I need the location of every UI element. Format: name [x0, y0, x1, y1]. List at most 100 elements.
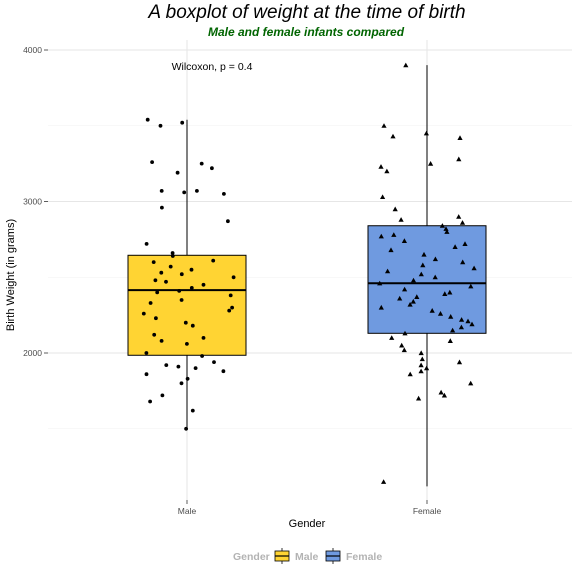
data-point-male	[152, 332, 157, 337]
y-tick-label: 2000	[23, 348, 42, 358]
data-point-male	[221, 369, 226, 374]
data-point-female	[432, 256, 438, 262]
data-point-female	[385, 268, 391, 274]
box-body	[367, 225, 487, 334]
data-point-female	[450, 327, 456, 333]
data-point-male	[176, 364, 181, 369]
data-point-female	[458, 324, 464, 330]
data-point-male	[195, 189, 199, 193]
data-point-female	[397, 295, 403, 301]
data-point-male	[160, 393, 165, 398]
data-point-male	[185, 376, 190, 381]
data-point-male	[189, 267, 194, 272]
data-point-female	[444, 229, 450, 234]
y-axis-title: Birth Weight (in grams)	[5, 219, 17, 331]
data-point-female	[448, 314, 454, 319]
data-points	[141, 62, 477, 484]
data-point-female	[428, 161, 434, 166]
data-point-female	[429, 308, 435, 313]
data-point-male	[180, 120, 185, 125]
data-point-female	[381, 123, 387, 128]
data-point-female	[457, 135, 463, 140]
data-point-male	[164, 363, 169, 367]
data-point-female	[389, 335, 395, 340]
data-point-male	[141, 311, 146, 316]
data-point-male	[175, 170, 180, 175]
legend-key-female	[325, 548, 341, 564]
data-point-female	[419, 356, 425, 362]
data-point-female	[442, 291, 448, 296]
data-point-female	[391, 232, 397, 237]
data-point-male	[210, 166, 214, 171]
data-point-male	[159, 270, 164, 275]
data-point-female	[403, 62, 409, 68]
data-point-female	[420, 262, 426, 268]
data-point-male	[201, 336, 206, 340]
data-point-female	[380, 194, 386, 199]
data-point-male	[230, 305, 235, 310]
data-point-female	[421, 251, 427, 257]
wilcoxon-annotation: Wilcoxon, p = 0.4	[172, 61, 253, 73]
data-point-male	[190, 323, 195, 328]
data-point-male	[231, 275, 236, 280]
boxes	[127, 65, 487, 487]
data-point-female	[410, 298, 416, 304]
data-point-male	[158, 123, 163, 128]
data-point-male	[144, 372, 149, 377]
data-point-female	[378, 304, 384, 310]
data-point-female	[418, 368, 424, 374]
data-point-male	[155, 290, 160, 295]
data-point-male	[170, 251, 175, 255]
axes: 2000 3000 4000 Male Female	[23, 45, 441, 516]
data-point-male	[154, 316, 158, 321]
data-point-female	[465, 318, 471, 324]
data-point-male	[144, 351, 149, 355]
data-point-female	[418, 350, 424, 356]
legend-key-male	[274, 548, 290, 564]
data-point-female	[471, 265, 477, 271]
data-point-male	[222, 192, 226, 196]
x-axis-title: Gender	[289, 518, 326, 530]
legend-label-male: Male	[295, 551, 319, 563]
chart-subtitle: Male and female infants compared	[208, 25, 405, 39]
data-point-female	[447, 289, 453, 295]
data-point-male	[199, 161, 204, 166]
data-point-male	[145, 117, 150, 122]
data-point-male	[168, 264, 173, 269]
data-point-female	[378, 164, 384, 169]
data-point-male	[211, 258, 216, 263]
data-point-male	[184, 426, 189, 431]
data-point-female	[443, 226, 449, 231]
box-body	[127, 254, 247, 356]
data-point-female	[388, 247, 394, 253]
data-point-male	[170, 254, 175, 258]
data-point-female	[459, 220, 466, 225]
data-point-female	[407, 301, 413, 307]
data-point-male	[212, 360, 216, 364]
data-point-female	[402, 286, 408, 292]
data-point-male	[160, 205, 164, 210]
legend: Gender Male Female	[233, 548, 382, 564]
data-point-female	[410, 277, 417, 283]
data-point-male	[183, 320, 188, 325]
legend-title: Gender	[233, 551, 270, 563]
data-point-female	[399, 342, 405, 348]
data-point-female	[439, 223, 445, 228]
data-point-female	[423, 130, 429, 136]
data-point-female	[468, 283, 474, 289]
data-point-female	[418, 362, 424, 368]
data-point-male	[159, 189, 164, 193]
data-point-male	[179, 381, 184, 386]
data-point-female	[390, 133, 396, 139]
data-point-female	[378, 233, 384, 239]
data-point-female	[424, 365, 430, 371]
data-point-female	[456, 214, 462, 219]
box-female	[367, 65, 487, 487]
data-point-male	[164, 279, 168, 284]
data-point-male	[177, 289, 182, 293]
data-point-female	[398, 217, 404, 222]
data-point-male	[159, 339, 164, 343]
box-male	[127, 119, 247, 429]
data-point-female	[414, 294, 420, 299]
data-point-male	[148, 301, 153, 305]
